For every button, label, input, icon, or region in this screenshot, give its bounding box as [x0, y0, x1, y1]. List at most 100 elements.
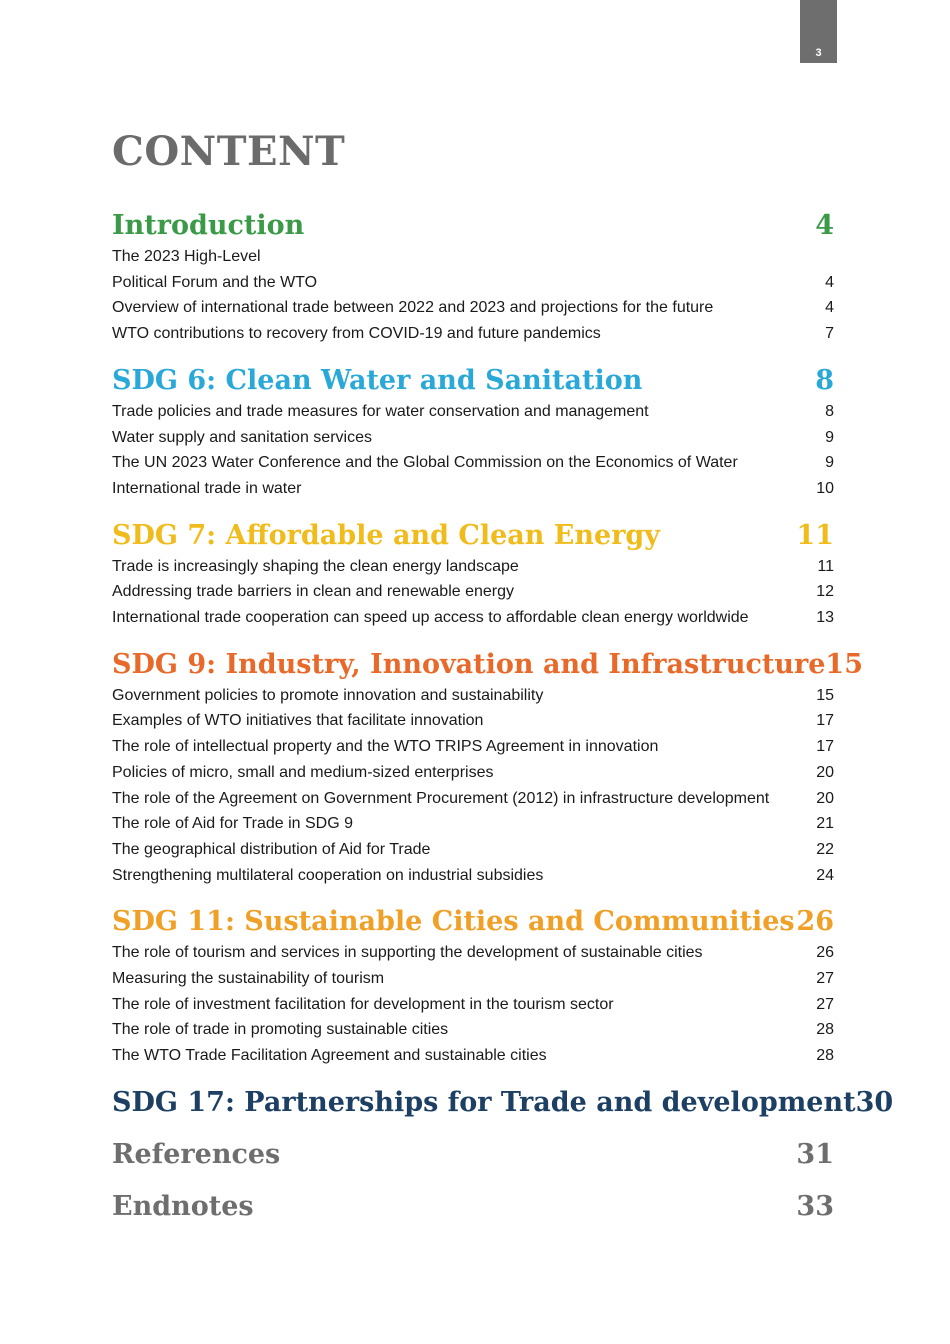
- section-title: SDG 6: Clean Water and Sanitation: [112, 364, 643, 396]
- section-page: 8: [815, 364, 834, 396]
- toc-entry[interactable]: Policies of micro, small and medium-size…: [112, 760, 834, 786]
- entry-page: 28: [816, 1047, 834, 1065]
- page-number: 3: [815, 47, 822, 59]
- entry-page: 4: [825, 299, 834, 317]
- entry-page: 26: [816, 944, 834, 962]
- toc-entry[interactable]: The UN 2023 Water Conference and the Glo…: [112, 450, 834, 476]
- toc-entry[interactable]: The role of Aid for Trade in SDG 9 21: [112, 811, 834, 837]
- entry-text: The role of Aid for Trade in SDG 9: [112, 815, 354, 833]
- toc-section-sdg17: SDG 17: Partnerships for Trade and devel…: [112, 1085, 893, 1121]
- section-page: 26: [796, 906, 834, 938]
- entry-page: 27: [816, 995, 834, 1013]
- entry-text: WTO contributions to recovery from COVID…: [112, 325, 601, 343]
- entry-text: The UN 2023 Water Conference and the Glo…: [112, 454, 738, 472]
- entry-text: Trade is increasingly shaping the clean …: [112, 557, 519, 575]
- entry-text: Government policies to promote innovatio…: [112, 686, 544, 704]
- entry-text: International trade in water: [112, 479, 302, 497]
- toc-entry[interactable]: The role of investment facilitation for …: [112, 992, 834, 1018]
- toc-section-introduction: Introduction 4 The 2023 High-Level Polit…: [112, 208, 834, 347]
- toc-entry[interactable]: The WTO Trade Facilitation Agreement and…: [112, 1043, 834, 1069]
- toc-entry[interactable]: Water supply and sanitation services 9: [112, 425, 834, 451]
- entry-page: 11: [817, 557, 834, 575]
- entry-text: Trade policies and trade measures for wa…: [112, 402, 649, 420]
- toc-entry[interactable]: Addressing trade barriers in clean and r…: [112, 579, 834, 605]
- toc-entry[interactable]: Strengthening multilateral cooperation o…: [112, 863, 834, 889]
- entry-page: 4: [825, 273, 834, 291]
- entry-page: 22: [816, 840, 834, 858]
- section-title: SDG 11: Sustainable Cities and Communiti…: [112, 906, 795, 938]
- section-title: References: [112, 1138, 281, 1170]
- section-heading[interactable]: SDG 17: Partnerships for Trade and devel…: [112, 1085, 893, 1121]
- toc-entry[interactable]: Political Forum and the WTO 4: [112, 270, 834, 296]
- entry-text: Water supply and sanitation services: [112, 428, 372, 446]
- entry-text: Measuring the sustainability of tourism: [112, 970, 385, 988]
- entry-page: 13: [816, 609, 834, 627]
- table-of-contents: Introduction 4 The 2023 High-Level Polit…: [112, 208, 893, 1241]
- entry-page: 12: [816, 583, 834, 601]
- entry-text: The geographical distribution of Aid for…: [112, 840, 431, 858]
- entry-text: International trade cooperation can spee…: [112, 609, 749, 627]
- entry-text: The role of intellectual property and th…: [112, 738, 659, 756]
- section-heading[interactable]: SDG 6: Clean Water and Sanitation 8: [112, 363, 834, 399]
- toc-entry[interactable]: Examples of WTO initiatives that facilit…: [112, 708, 834, 734]
- entry-page: 21: [816, 815, 834, 833]
- toc-entry[interactable]: The role of intellectual property and th…: [112, 734, 834, 760]
- toc-entry[interactable]: Trade policies and trade measures for wa…: [112, 399, 834, 425]
- page-title: CONTENT: [112, 128, 346, 175]
- section-page: 15: [825, 648, 863, 680]
- entry-page: 20: [816, 789, 834, 807]
- toc-entry[interactable]: The role of the Agreement on Government …: [112, 786, 834, 812]
- section-page: 33: [796, 1190, 834, 1222]
- entry-page: 9: [825, 454, 834, 472]
- entry-page: 8: [825, 402, 834, 420]
- toc-entry[interactable]: Trade is increasingly shaping the clean …: [112, 554, 834, 580]
- section-title: SDG 9: Industry, Innovation and Infrastr…: [112, 648, 826, 680]
- section-heading[interactable]: References 31: [112, 1137, 834, 1173]
- toc-entry[interactable]: Overview of international trade between …: [112, 295, 834, 321]
- section-heading[interactable]: SDG 11: Sustainable Cities and Communiti…: [112, 904, 834, 940]
- entry-text: The WTO Trade Facilitation Agreement and…: [112, 1047, 547, 1065]
- entry-text: The role of tourism and services in supp…: [112, 944, 703, 962]
- entry-page: 20: [816, 763, 834, 781]
- toc-entry[interactable]: Government policies to promote innovatio…: [112, 683, 834, 709]
- entry-text: The role of investment facilitation for …: [112, 995, 614, 1013]
- section-heading[interactable]: SDG 7: Affordable and Clean Energy 11: [112, 518, 834, 554]
- entry-text: Overview of international trade between …: [112, 299, 714, 317]
- entry-text: Addressing trade barriers in clean and r…: [112, 583, 515, 601]
- entry-text: Policies of micro, small and medium-size…: [112, 763, 494, 781]
- toc-entry[interactable]: Measuring the sustainability of tourism 2…: [112, 966, 834, 992]
- toc-entry[interactable]: International trade in water 10: [112, 476, 834, 502]
- section-page: 4: [815, 210, 834, 241]
- toc-entry[interactable]: WTO contributions to recovery from COVID…: [112, 321, 834, 347]
- toc-section-sdg6: SDG 6: Clean Water and Sanitation 8 Trad…: [112, 363, 834, 502]
- section-title: SDG 7: Affordable and Clean Energy: [112, 519, 660, 551]
- entry-page: 27: [816, 970, 834, 988]
- section-title: Endnotes: [112, 1190, 254, 1222]
- toc-entry[interactable]: International trade cooperation can spee…: [112, 605, 834, 631]
- entry-text: The role of trade in promoting sustainab…: [112, 1021, 449, 1039]
- toc-section-sdg9: SDG 9: Industry, Innovation and Infrastr…: [112, 647, 863, 889]
- entry-page: 17: [816, 712, 834, 730]
- section-title: Introduction: [112, 210, 305, 241]
- section-heading[interactable]: Introduction 4: [112, 208, 834, 244]
- section-page: 31: [796, 1138, 834, 1170]
- toc-entry[interactable]: The role of trade in promoting sustainab…: [112, 1017, 834, 1043]
- entry-page: 9: [825, 428, 834, 446]
- entry-text: The 2023 High-Level: [112, 248, 261, 265]
- entry-page: 10: [816, 479, 834, 497]
- section-title: SDG 17: Partnerships for Trade and devel…: [112, 1086, 856, 1118]
- toc-entry[interactable]: The 2023 High-Level: [112, 244, 834, 270]
- toc-section-sdg11: SDG 11: Sustainable Cities and Communiti…: [112, 904, 834, 1069]
- entry-text: The role of the Agreement on Government …: [112, 789, 770, 807]
- entry-text: Strengthening multilateral cooperation o…: [112, 866, 544, 884]
- toc-entry[interactable]: The geographical distribution of Aid for…: [112, 837, 834, 863]
- entry-text: Examples of WTO initiatives that facilit…: [112, 712, 484, 730]
- section-heading[interactable]: SDG 9: Industry, Innovation and Infrastr…: [112, 647, 863, 683]
- entry-page: 15: [816, 686, 834, 704]
- section-heading[interactable]: Endnotes 33: [112, 1189, 834, 1225]
- toc-section-references: References 31: [112, 1137, 834, 1173]
- toc-entry[interactable]: The role of tourism and services in supp…: [112, 940, 834, 966]
- entry-page: 28: [816, 1021, 834, 1039]
- entry-text: Political Forum and the WTO: [112, 273, 318, 291]
- section-page: 30: [855, 1086, 894, 1118]
